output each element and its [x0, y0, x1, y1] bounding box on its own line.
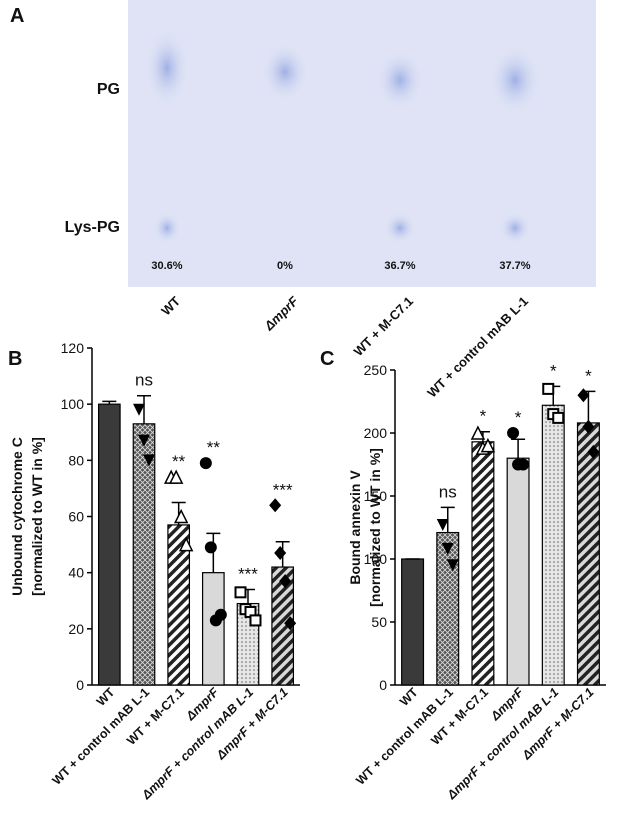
- significance: ***: [238, 565, 258, 584]
- significance: *: [480, 407, 487, 426]
- y-tick-label: 150: [364, 488, 388, 504]
- y-axis-label: Bound annexin V: [347, 470, 363, 585]
- lane-percentage: 36.7%: [384, 260, 415, 272]
- lane-label: ΔmprF: [261, 293, 302, 334]
- bar: [201, 572, 225, 686]
- data-point: [199, 457, 212, 470]
- data-point: [214, 608, 227, 621]
- bar: [576, 422, 600, 686]
- data-point: [436, 518, 449, 531]
- data-point: [587, 444, 600, 459]
- y-tick-label: 40: [68, 565, 84, 581]
- significance: ns: [135, 371, 153, 390]
- data-point: [480, 437, 496, 453]
- data-point: [542, 382, 555, 395]
- data-point: [178, 536, 194, 552]
- data-point: [274, 546, 287, 561]
- y-tick-label: 250: [364, 362, 388, 378]
- y-tick-label: 0: [379, 677, 387, 693]
- error-bar: [206, 532, 221, 573]
- significance: **: [207, 438, 221, 457]
- data-point: [552, 411, 565, 424]
- data-point: [507, 427, 520, 439]
- data-point: [577, 388, 590, 403]
- tlc-spots: [145, 28, 541, 244]
- significance: *: [550, 361, 557, 380]
- y-axis-label: [normalized to WT in %]: [367, 448, 383, 607]
- y-tick-label: 100: [364, 551, 388, 567]
- lane-label: WT: [158, 293, 183, 318]
- error-bar: [511, 438, 526, 459]
- data-point: [470, 425, 486, 440]
- significance: **: [172, 452, 186, 471]
- bar: [132, 423, 156, 686]
- error-bar: [137, 394, 151, 424]
- tlc-plate: [128, 0, 596, 287]
- bar: [506, 457, 530, 686]
- y-tick-label: 120: [61, 340, 85, 356]
- y-tick-label: 80: [68, 452, 84, 468]
- y-tick-label: 50: [371, 614, 387, 630]
- panel-label: A: [10, 5, 24, 27]
- bar: [471, 441, 495, 686]
- data-point: [173, 508, 189, 524]
- data-point: [249, 614, 262, 627]
- lane-label: WT + control mAB L-1: [424, 294, 531, 401]
- panel-label: B: [8, 348, 22, 370]
- lane-percentage: 37.7%: [499, 260, 530, 272]
- data-point: [138, 434, 150, 447]
- y-tick-label: 20: [68, 621, 84, 637]
- lane-percentage: 0%: [277, 260, 293, 272]
- y-tick-label: 60: [68, 509, 84, 525]
- data-point: [517, 458, 530, 471]
- data-point: [168, 469, 184, 484]
- bar: [97, 403, 121, 686]
- significance: *: [585, 366, 592, 385]
- lane-label: WT + M-C7.1: [351, 294, 417, 360]
- error-bar: [102, 400, 117, 405]
- panel-label: C: [320, 348, 334, 370]
- data-point: [133, 403, 145, 416]
- bar: [541, 404, 565, 686]
- data-point: [446, 559, 459, 572]
- bar: [401, 558, 425, 686]
- y-tick-label: 0: [76, 677, 84, 693]
- bar: [436, 531, 460, 686]
- significance: *: [515, 408, 522, 427]
- data-point: [284, 616, 297, 631]
- y-axis-label: [normalized to WT in %]: [29, 437, 45, 596]
- significance: ns: [439, 482, 457, 501]
- lane-percentage: 30.6%: [151, 260, 182, 272]
- row-label: PG: [97, 81, 120, 98]
- y-tick-label: 100: [61, 396, 85, 412]
- y-tick-label: 200: [364, 425, 388, 441]
- significance: ***: [273, 480, 293, 499]
- x-tick-label: WT: [397, 685, 421, 709]
- data-point: [234, 586, 247, 599]
- x-tick-label: WT: [94, 685, 118, 709]
- row-label: Lys-PG: [65, 219, 120, 236]
- data-point: [143, 454, 155, 467]
- data-point: [279, 574, 292, 589]
- data-point: [269, 498, 282, 513]
- data-point: [582, 419, 595, 434]
- data-point: [204, 541, 217, 554]
- y-axis-label: Unbound cytochrome C: [9, 437, 25, 596]
- data-point: [441, 542, 454, 555]
